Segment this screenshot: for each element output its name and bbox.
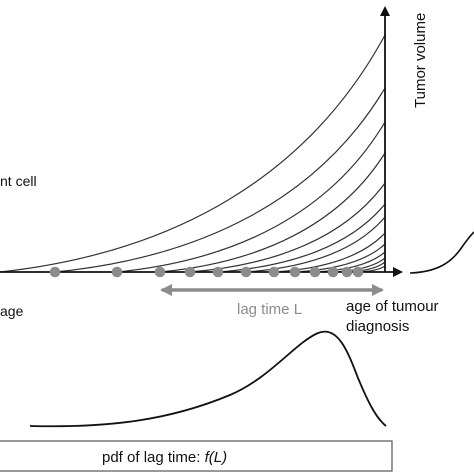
diagnosis-label-line1: age of tumour [346,298,439,315]
lag-time-label: lag time L [237,301,302,318]
diagnosis-label-line2: diagnosis [346,318,409,335]
growth-curve [217,203,386,273]
onset-dot [309,266,321,278]
pdf-curve [29,330,387,428]
growth-curve [54,87,386,273]
growth-curve [159,152,386,273]
distribution-curve-fragment [409,231,474,274]
pdf-caption-prefix: pdf of lag time: [102,449,205,466]
onset-dot [240,266,252,278]
onset-dot [154,266,166,278]
onset-dot [352,266,364,278]
growth-curve [245,216,386,273]
onset-dot [327,266,339,278]
age-label-fragment: age [0,303,24,319]
tumour-growth-curves [0,34,386,273]
onset-dot [341,266,353,278]
malignant-cell-label-fragment: nt cell [0,173,37,189]
onset-dot [268,266,280,278]
tumour-onset-dots [49,266,364,278]
growth-curve [0,34,386,273]
onset-dot [111,266,123,278]
onset-dot [289,266,301,278]
tumor-volume-label: Tumor volume [412,13,429,108]
pdf-caption-box [0,440,393,472]
pdf-caption-function: f(L) [205,449,228,466]
onset-dot [184,266,196,278]
onset-dot [212,266,224,278]
onset-dot [49,266,61,278]
pdf-caption: pdf of lag time: f(L) [102,449,227,466]
growth-curve [189,182,386,273]
growth-curve [116,121,386,273]
